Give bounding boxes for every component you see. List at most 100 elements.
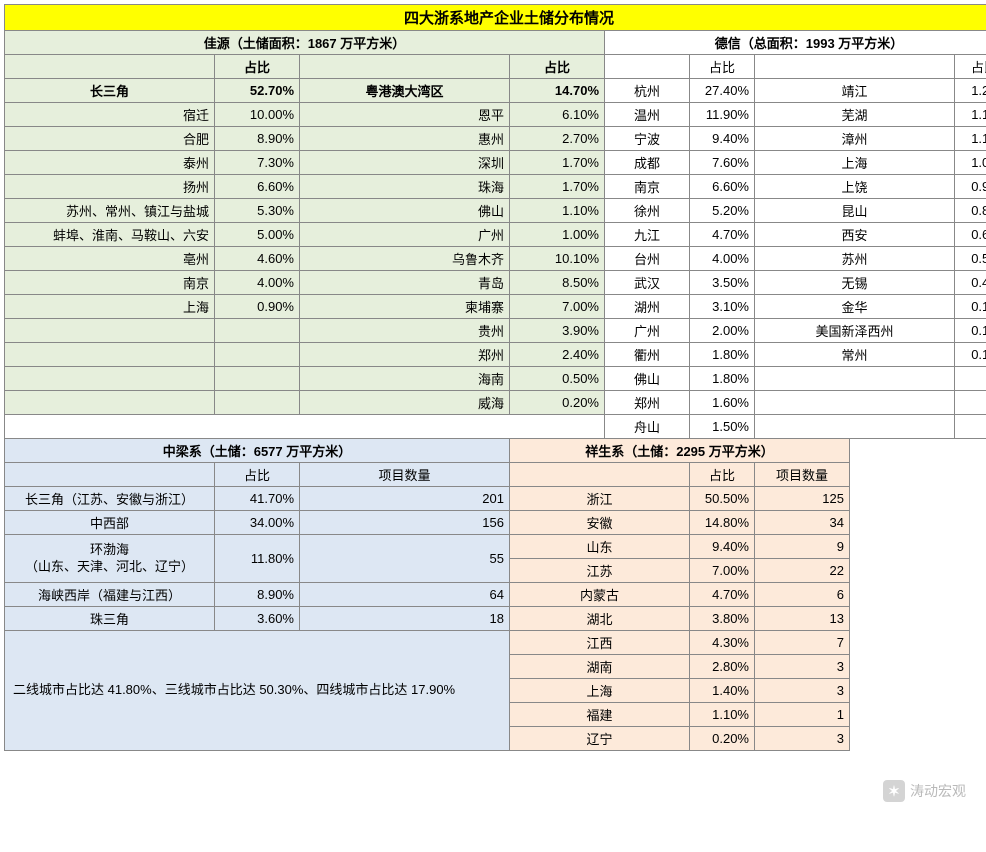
dexin-city: 苏州 xyxy=(755,247,955,271)
xs-pct: 4.70% xyxy=(690,583,755,607)
xs-name: 湖南 xyxy=(510,655,690,679)
dexin-city: 上饶 xyxy=(755,175,955,199)
dexin-pct: 7.60% xyxy=(690,151,755,175)
dexin-pct: 3.50% xyxy=(690,271,755,295)
dexin-city: 昆山 xyxy=(755,199,955,223)
main-table: 四大浙系地产企业土储分布情况 佳源（土储面积：1867 万平方米） 德信（总面积… xyxy=(4,4,986,751)
jiayuan-regionB: 粤港澳大湾区 xyxy=(300,79,510,103)
xs-pct: 14.80% xyxy=(690,511,755,535)
dexin-city: 温州 xyxy=(605,103,690,127)
xs-name: 江苏 xyxy=(510,559,690,583)
jiayuan-pct: 4.60% xyxy=(215,247,300,271)
xs-col-cnt: 项目数量 xyxy=(755,463,850,487)
zl-cnt: 201 xyxy=(300,487,510,511)
jiayuan-regionA-pct: 52.70% xyxy=(215,79,300,103)
zl-name: 长三角（江苏、安徽与浙江） xyxy=(5,487,215,511)
jiayuan-pct: 4.00% xyxy=(215,271,300,295)
jiayuan-pct: 1.70% xyxy=(510,175,605,199)
dexin-pct: 11.90% xyxy=(690,103,755,127)
zl-pct: 11.80% xyxy=(215,535,300,583)
dexin-pct: 0.90% xyxy=(955,175,986,199)
jiayuan-city: 贵州 xyxy=(300,319,510,343)
jiayuan-city: 柬埔寨 xyxy=(300,295,510,319)
xs-cnt: 22 xyxy=(755,559,850,583)
jiayuan-pct xyxy=(215,391,300,415)
jiayuan-pct: 0.50% xyxy=(510,367,605,391)
dexin-colB-label: 占比 xyxy=(955,55,986,79)
dexin-city: 西安 xyxy=(755,223,955,247)
xs-name: 安徽 xyxy=(510,511,690,535)
jiayuan-pct: 8.90% xyxy=(215,127,300,151)
dexin-city: 金华 xyxy=(755,295,955,319)
dexin-city: 上海 xyxy=(755,151,955,175)
xs-name: 湖北 xyxy=(510,607,690,631)
jiayuan-city: 上海 xyxy=(5,295,215,319)
title-cell: 四大浙系地产企业土储分布情况 xyxy=(5,5,986,31)
dexin-pct: 0.10% xyxy=(955,319,986,343)
jiayuan-header: 佳源（土储面积：1867 万平方米） xyxy=(5,31,605,55)
jiayuan-city: 合肥 xyxy=(5,127,215,151)
xs-name: 福建 xyxy=(510,703,690,727)
zl-pct: 8.90% xyxy=(215,583,300,607)
zl-name: 海峡西岸（福建与江西） xyxy=(5,583,215,607)
jiayuan-pct: 2.70% xyxy=(510,127,605,151)
xs-name: 内蒙古 xyxy=(510,583,690,607)
blank xyxy=(755,55,955,79)
dexin-cell: 杭州 xyxy=(605,79,690,103)
dexin-city: 湖州 xyxy=(605,295,690,319)
dexin-pct: 2.00% xyxy=(690,319,755,343)
dexin-city: 芜湖 xyxy=(755,103,955,127)
dexin-city: 台州 xyxy=(605,247,690,271)
jiayuan-pct xyxy=(215,367,300,391)
dexin-pct: 1.10% xyxy=(955,103,986,127)
xs-cnt: 9 xyxy=(755,535,850,559)
xs-pct: 9.40% xyxy=(690,535,755,559)
dexin-pct xyxy=(955,367,986,391)
dexin-pct xyxy=(955,391,986,415)
jiayuan-city: 恩平 xyxy=(300,103,510,127)
jiayuan-city: 乌鲁木齐 xyxy=(300,247,510,271)
jiayuan-city: 南京 xyxy=(5,271,215,295)
dexin-cell xyxy=(955,415,986,439)
xs-pct: 50.50% xyxy=(690,487,755,511)
dexin-city: 广州 xyxy=(605,319,690,343)
watermark: ✶ 涛动宏观 xyxy=(883,780,966,802)
dexin-pct: 9.40% xyxy=(690,127,755,151)
jiayuan-pct: 0.20% xyxy=(510,391,605,415)
xs-cnt: 13 xyxy=(755,607,850,631)
dexin-city: 无锡 xyxy=(755,271,955,295)
xs-pct: 1.10% xyxy=(690,703,755,727)
dexin-city: 武汉 xyxy=(605,271,690,295)
xs-pct: 0.20% xyxy=(690,727,755,751)
xs-pct: 7.00% xyxy=(690,559,755,583)
dexin-pct: 6.60% xyxy=(690,175,755,199)
xs-col-pct: 占比 xyxy=(690,463,755,487)
zl-name: 中西部 xyxy=(5,511,215,535)
jiayuan-city: 威海 xyxy=(300,391,510,415)
zl-pct: 41.70% xyxy=(215,487,300,511)
zl-cnt: 64 xyxy=(300,583,510,607)
jiayuan-city: 苏州、常州、镇江与盐城 xyxy=(5,199,215,223)
xs-cnt: 3 xyxy=(755,655,850,679)
blank xyxy=(5,463,215,487)
xs-cnt: 6 xyxy=(755,583,850,607)
jiayuan-pct: 2.40% xyxy=(510,343,605,367)
dexin-cell xyxy=(755,415,955,439)
xs-pct: 4.30% xyxy=(690,631,755,655)
dexin-pct: 1.80% xyxy=(690,343,755,367)
jiayuan-pct xyxy=(215,343,300,367)
jiayuan-regionB-pct: 14.70% xyxy=(510,79,605,103)
dexin-pct: 4.00% xyxy=(690,247,755,271)
dexin-pct: 0.50% xyxy=(955,247,986,271)
dexin-city: 美国新泽西州 xyxy=(755,319,955,343)
jiayuan-city xyxy=(5,367,215,391)
zl-col-pct: 占比 xyxy=(215,463,300,487)
dexin-cell: 舟山 xyxy=(605,415,690,439)
blank xyxy=(510,463,690,487)
xs-name: 上海 xyxy=(510,679,690,703)
jiayuan-pct: 6.10% xyxy=(510,103,605,127)
dexin-city: 漳州 xyxy=(755,127,955,151)
jiayuan-pct: 8.50% xyxy=(510,271,605,295)
jiayuan-pct: 7.30% xyxy=(215,151,300,175)
jiayuan-pct: 3.90% xyxy=(510,319,605,343)
